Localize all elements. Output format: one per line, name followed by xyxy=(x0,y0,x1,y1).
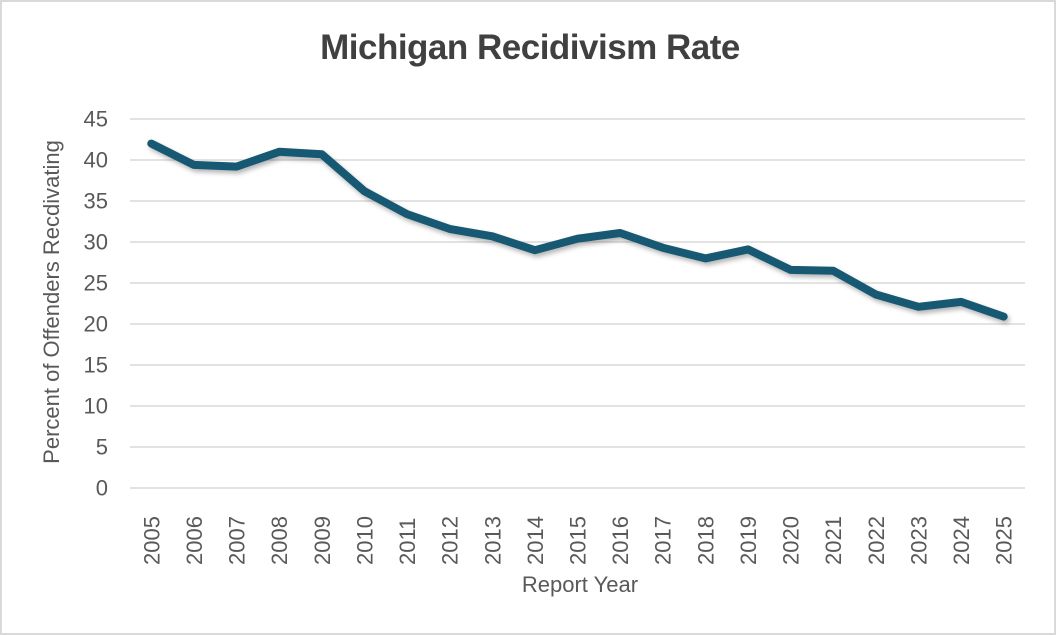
y-tick-label: 5 xyxy=(96,435,108,460)
y-tick-label: 20 xyxy=(84,312,108,337)
x-tick-label: 2014 xyxy=(523,516,548,565)
y-axis-title: Percent of Offenders Recdivating xyxy=(39,140,64,464)
x-tick-label: 2025 xyxy=(992,516,1017,565)
x-tick-label: 2016 xyxy=(608,516,633,565)
y-tick-label: 45 xyxy=(84,107,108,132)
x-tick-label: 2023 xyxy=(906,516,931,565)
recidivism-rate-line xyxy=(147,139,1008,321)
x-tick-label: 2007 xyxy=(225,516,250,565)
x-tick-label: 2008 xyxy=(267,516,292,565)
y-tick-label: 25 xyxy=(84,271,108,296)
y-tick-label: 15 xyxy=(84,353,108,378)
x-tick-label: 2022 xyxy=(864,516,889,565)
x-tick-label: 2019 xyxy=(736,516,761,565)
y-tick-label: 35 xyxy=(84,189,108,214)
gridlines xyxy=(130,118,1025,489)
x-tick-label: 2010 xyxy=(352,516,377,565)
x-tick-label: 2011 xyxy=(395,518,420,565)
y-tick-label: 10 xyxy=(84,394,108,419)
x-tick-label: 2021 xyxy=(821,516,846,565)
x-axis-title: Report Year xyxy=(522,572,638,597)
x-tick-label: 2013 xyxy=(480,516,505,565)
x-tick-label: 2018 xyxy=(693,516,718,565)
y-tick-label: 0 xyxy=(96,476,108,501)
x-tick-label: 2020 xyxy=(779,516,804,565)
y-tick-label: 30 xyxy=(84,230,108,255)
x-tick-label: 2015 xyxy=(566,516,591,565)
x-tick-label: 2009 xyxy=(310,516,335,565)
x-tick-label: 2005 xyxy=(139,516,164,565)
y-axis-tick-labels: 0 5 10 15 20 25 30 35 40 45 xyxy=(84,107,108,501)
x-tick-label: 2012 xyxy=(438,516,463,565)
x-tick-label: 2017 xyxy=(651,516,676,565)
y-tick-label: 40 xyxy=(84,148,108,173)
x-tick-label: 2024 xyxy=(949,516,974,565)
x-axis-tick-labels: 2005 2006 2007 2008 2009 2010 2011 2012 2013 2014… xyxy=(139,516,1016,565)
x-tick-label: 2006 xyxy=(182,516,207,565)
chart-title: Michigan Recidivism Rate xyxy=(320,28,740,67)
